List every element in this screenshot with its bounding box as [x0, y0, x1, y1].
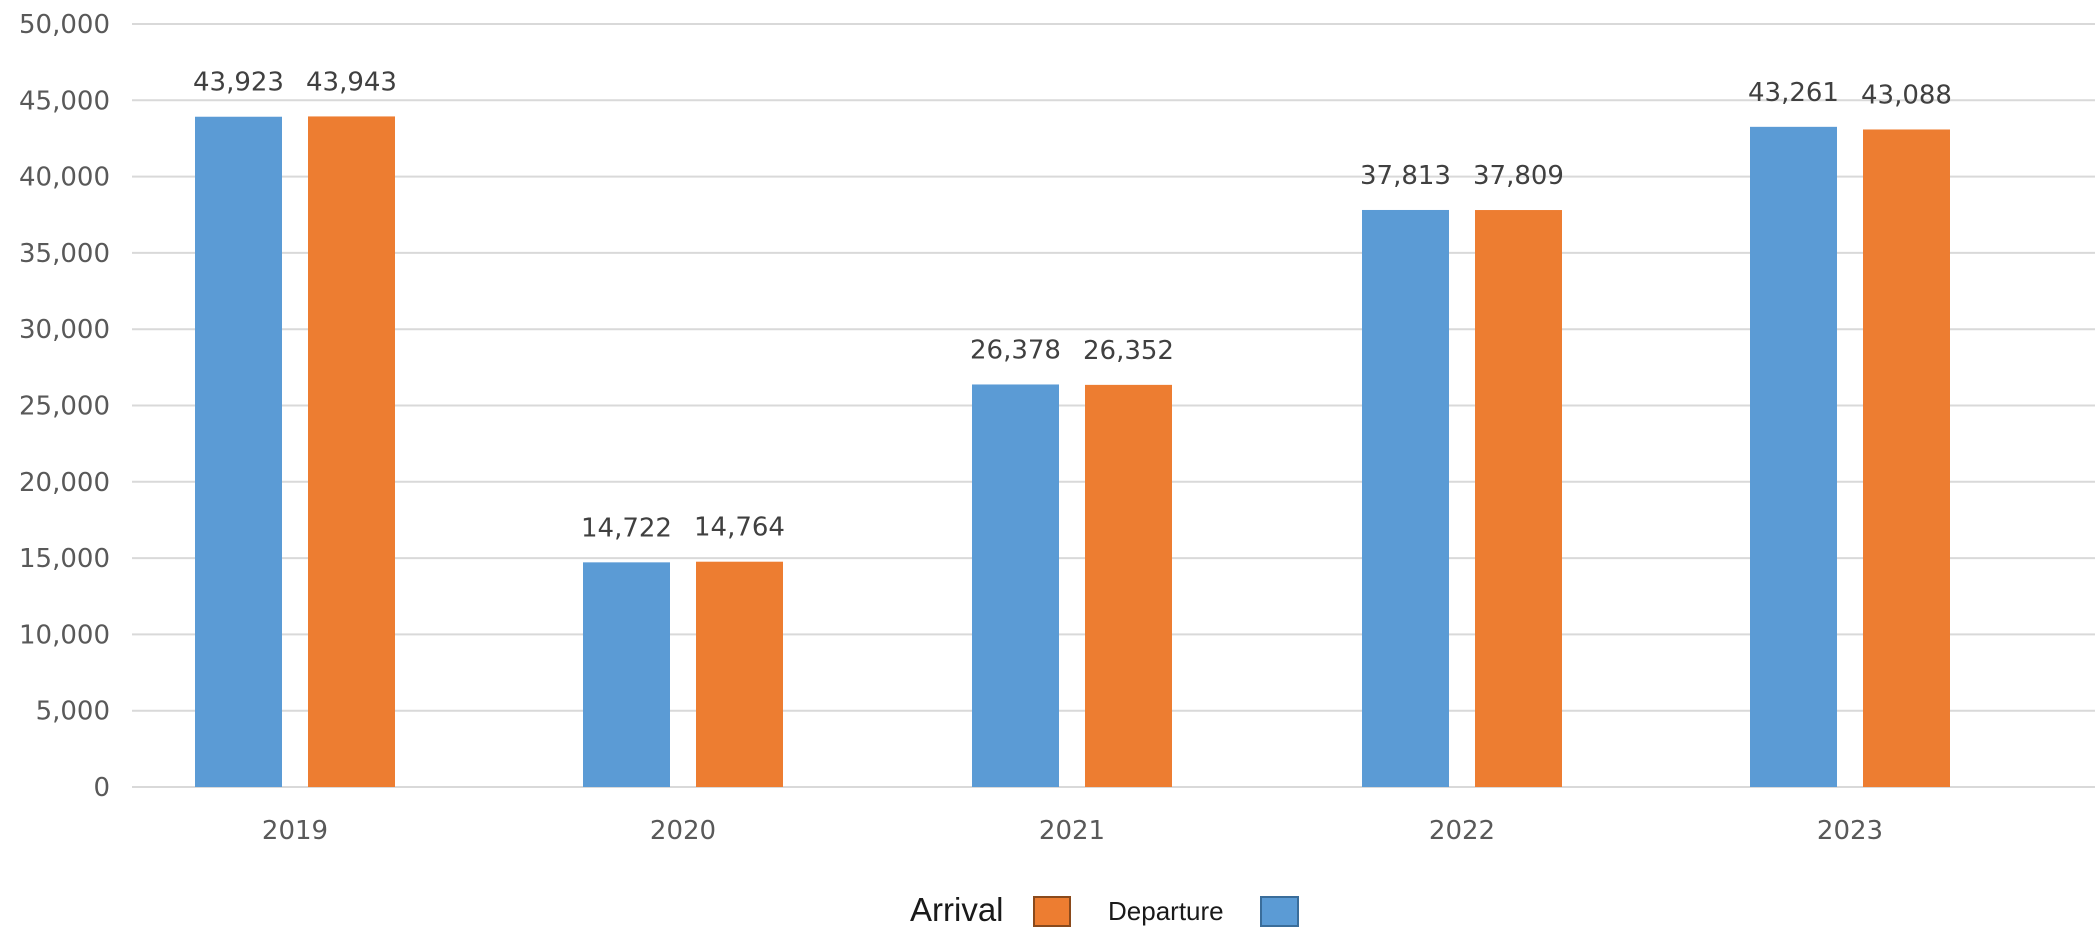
bar-departure-2021 [1085, 384, 1172, 787]
legend-swatch-blue [1260, 896, 1299, 927]
data-label-departure-2019: 43,943 [306, 67, 397, 97]
data-label-departure-2020: 14,764 [694, 513, 785, 543]
data-label-arrival-2019: 43,923 [193, 68, 284, 98]
bar-chart: 0 5,000 10,000 15,000 20,000 25,000 30,000 35,0… [19, 10, 2095, 846]
bar-departure-2022 [1475, 210, 1562, 787]
x-axis-tick-labels: 2019 2020 2021 2022 2023 [262, 816, 1883, 846]
x-tick-label: 2022 [1429, 816, 1495, 846]
legend-label-arrival: Arrival [910, 891, 1004, 928]
x-tick-label: 2020 [650, 816, 716, 846]
legend-swatch-orange [1033, 896, 1071, 927]
x-tick-label: 2019 [262, 816, 328, 846]
y-tick-label: 25,000 [19, 392, 110, 422]
bar-arrival-2019 [195, 116, 282, 787]
data-labels: 43,923 43,943 14,722 14,764 26,378 26,352 37,8… [193, 67, 1952, 543]
bar-arrival-2022 [1362, 209, 1449, 787]
y-tick-label: 5,000 [36, 697, 110, 727]
y-tick-label: 35,000 [19, 239, 110, 269]
data-label-departure-2022: 37,809 [1473, 161, 1564, 191]
y-tick-label: 15,000 [19, 544, 110, 574]
data-label-arrival-2021: 26,378 [970, 335, 1061, 365]
y-tick-label: 50,000 [19, 10, 110, 40]
y-tick-label: 30,000 [19, 315, 110, 345]
x-tick-label: 2021 [1039, 816, 1105, 846]
data-label-arrival-2023: 43,261 [1748, 78, 1839, 108]
bar-arrival-2023 [1750, 126, 1837, 787]
bar-departure-2019 [308, 116, 395, 788]
y-tick-label: 10,000 [19, 620, 110, 650]
y-tick-label: 40,000 [19, 163, 110, 193]
data-label-arrival-2020: 14,722 [581, 513, 672, 543]
bars [195, 116, 1950, 788]
bar-arrival-2020 [583, 562, 670, 787]
y-axis-tick-labels: 0 5,000 10,000 15,000 20,000 25,000 30,000 35,0… [19, 10, 110, 803]
data-label-departure-2021: 26,352 [1083, 336, 1174, 366]
legend: Arrival Departure [0, 890, 2095, 938]
bar-departure-2023 [1863, 129, 1950, 788]
legend-label-departure: Departure [1108, 896, 1224, 926]
bar-departure-2020 [696, 561, 783, 787]
x-tick-label: 2023 [1817, 816, 1883, 846]
data-label-departure-2023: 43,088 [1861, 80, 1952, 110]
y-tick-label: 20,000 [19, 468, 110, 498]
y-tick-label: 45,000 [19, 86, 110, 116]
data-label-arrival-2022: 37,813 [1360, 161, 1451, 191]
bar-arrival-2021 [972, 384, 1059, 787]
y-tick-label: 0 [93, 773, 110, 803]
